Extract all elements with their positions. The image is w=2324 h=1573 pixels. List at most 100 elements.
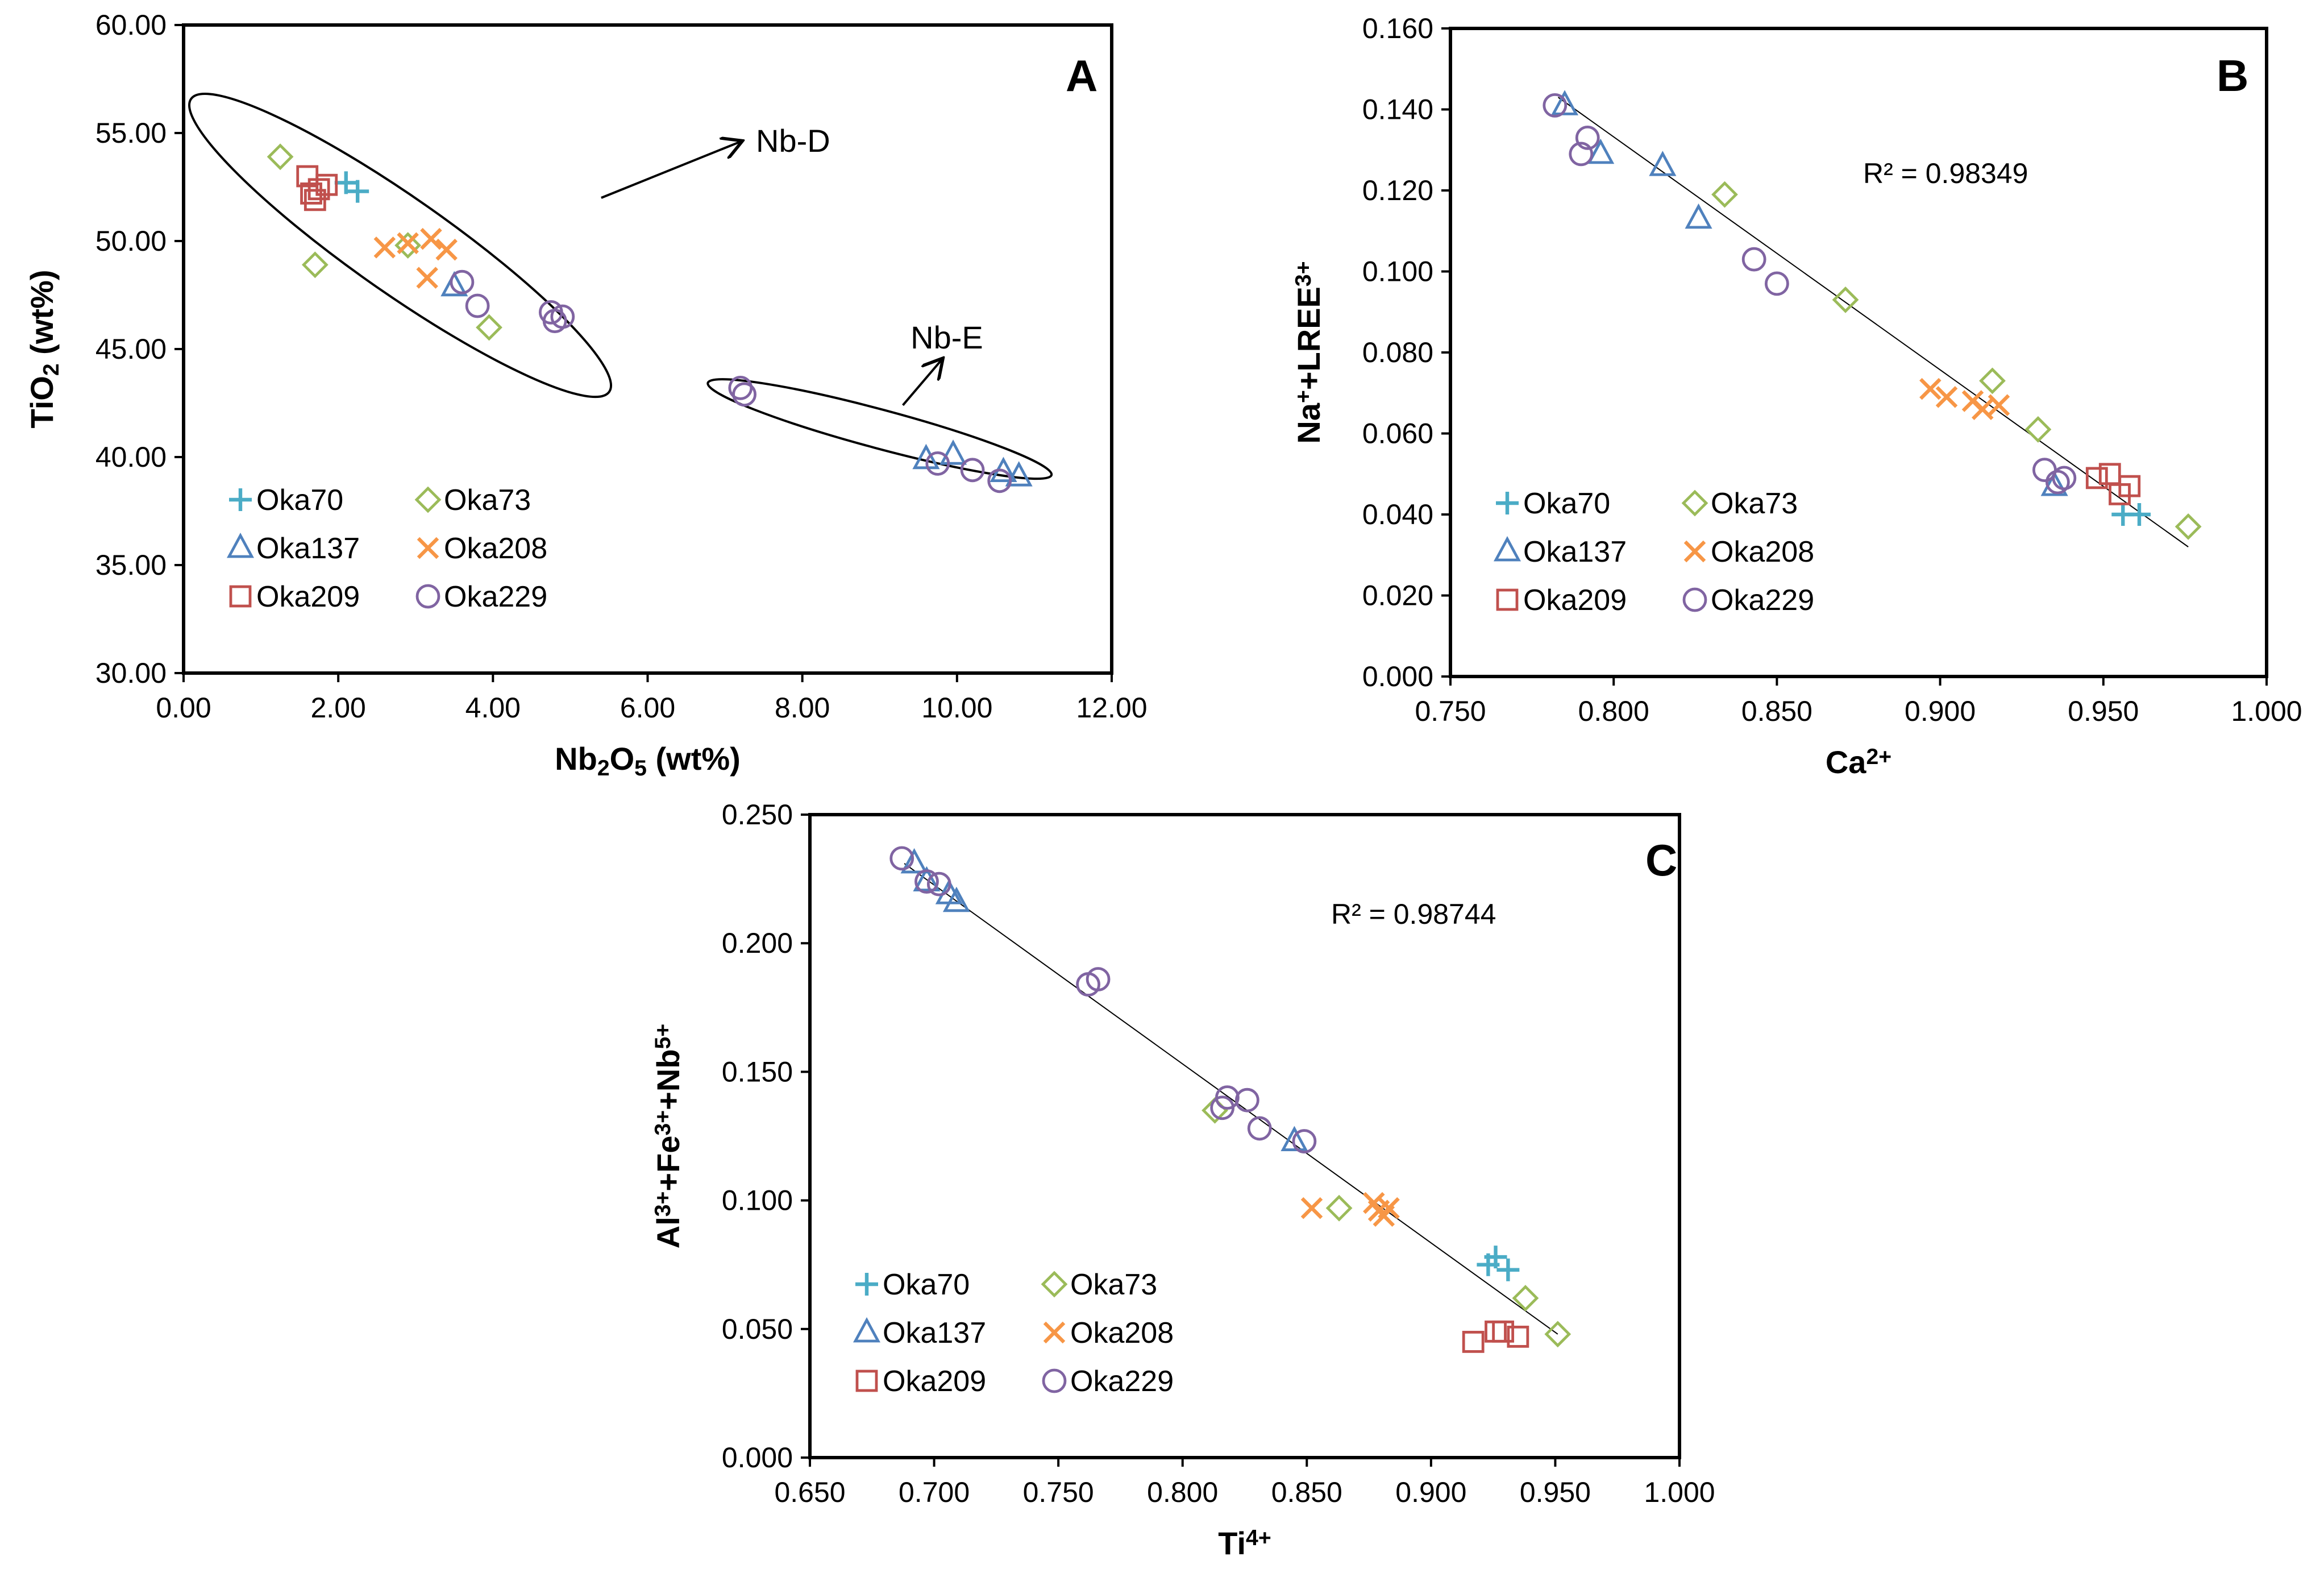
data-point-oka229 (450, 269, 475, 294)
y-tick-label: 30.00 (95, 657, 167, 689)
data-point-oka229 (732, 382, 757, 407)
data-point-oka209 (2118, 475, 2141, 497)
x-tick-label: 0.900 (1905, 695, 1976, 727)
data-point-oka73 (394, 232, 422, 259)
data-point-oka73 (2024, 416, 2052, 443)
x-tick-label: 0.850 (1271, 1476, 1342, 1508)
x-axis-title: Nb2O5 (wt%) (555, 741, 741, 781)
data-point-oka70 (346, 180, 369, 203)
x-tick-label: 2.00 (311, 692, 366, 724)
plot-frame (1449, 27, 2268, 678)
y-tick-label: 0.040 (1362, 499, 1433, 530)
data-point-oka208 (1919, 377, 1941, 400)
data-point-oka229 (914, 869, 939, 894)
data-point-oka70 (1496, 1258, 1520, 1281)
legend-marker-oka70 (1496, 492, 1519, 514)
data-point-oka137 (440, 271, 468, 297)
x-tick-label: 1.000 (1644, 1476, 1715, 1508)
data-point-oka137 (2040, 471, 2068, 496)
data-point-oka229 (1569, 142, 1594, 167)
legend-marker-oka209 (1496, 588, 1519, 611)
panel-label: A (1066, 51, 1097, 101)
panel-C: 0.650 0.700 0.750 0.800 0.850 0.900 0.950 1.000… (650, 799, 1715, 1561)
group-ellipse (706, 378, 1053, 480)
x-tick-label: 0.750 (1415, 695, 1486, 727)
data-point-oka73 (301, 251, 329, 279)
y-axis-title: TiO2 (wt%) (24, 270, 64, 429)
x-tick-label: 0.950 (1520, 1476, 1591, 1508)
trendline (1557, 97, 2189, 547)
legend-marker-oka137 (226, 532, 255, 558)
data-point-oka229 (926, 871, 951, 897)
y-tick-label: 0.080 (1362, 337, 1433, 368)
x-tick-label: 10.00 (921, 692, 992, 724)
data-point-oka229 (1575, 125, 1600, 150)
legend-label: Oka229 (444, 580, 547, 613)
y-tick-label: 0.120 (1362, 175, 1433, 206)
legend-marker-oka229 (415, 584, 440, 609)
legend-marker-oka73 (1681, 489, 1708, 517)
legend-label: Oka73 (444, 484, 531, 517)
x-tick-label: 4.00 (465, 692, 521, 724)
data-point-oka208 (1378, 1197, 1400, 1219)
x-tick-label: 0.800 (1147, 1476, 1218, 1508)
data-point-oka229 (1292, 1129, 1317, 1153)
data-point-oka70 (334, 171, 357, 194)
legend-marker-oka73 (1041, 1271, 1068, 1298)
data-point-oka137 (939, 439, 967, 465)
legend-marker-oka137 (853, 1317, 881, 1343)
data-point-oka208 (416, 267, 438, 289)
legend-label: Oka208 (1711, 536, 1814, 568)
data-point-oka208 (1300, 1197, 1323, 1219)
data-point-oka137 (900, 848, 928, 874)
data-point-oka209 (2085, 467, 2108, 489)
y-tick-label: 40.00 (95, 441, 167, 473)
legend-marker-oka209 (229, 585, 252, 608)
data-point-oka229 (1086, 967, 1111, 991)
data-point-oka229 (550, 304, 575, 329)
legend-label: Oka137 (1523, 536, 1627, 568)
data-point-oka209 (300, 182, 322, 205)
legend-label: Oka209 (1523, 584, 1627, 617)
legend-marker-oka70 (229, 488, 252, 511)
panel-B: 0.750 0.800 0.850 0.900 0.950 1.000 0.000 0.020… (1291, 13, 2302, 780)
legend-marker-oka208 (1043, 1321, 1066, 1344)
data-point-oka229 (1234, 1088, 1259, 1113)
x-tick-label: 0.00 (156, 692, 211, 724)
data-point-oka229 (1741, 247, 1766, 272)
y-tick-label: 0.100 (1362, 256, 1433, 288)
panel-label: C (1645, 835, 1677, 885)
data-point-oka229 (1543, 93, 1568, 118)
legend-label: Oka209 (256, 580, 360, 613)
x-tick-label: 0.700 (899, 1476, 970, 1508)
data-point-oka209 (304, 189, 326, 211)
y-tick-label: 35.00 (95, 549, 167, 581)
data-point-oka208 (397, 232, 419, 255)
legend-label: Oka137 (256, 532, 360, 565)
y-tick-label: 0.100 (722, 1185, 793, 1217)
y-tick-label: 0.000 (722, 1442, 793, 1474)
data-point-oka73 (1979, 367, 2006, 395)
data-point-oka208 (1972, 398, 1994, 421)
y-tick-label: 45.00 (95, 333, 167, 365)
data-point-oka70 (1484, 1246, 1507, 1269)
legend-label: Oka70 (1523, 487, 1610, 520)
legend-label: Oka137 (883, 1317, 986, 1350)
legend-label: Oka70 (883, 1268, 970, 1301)
data-point-oka73 (1512, 1285, 1539, 1311)
data-point-oka73 (1832, 286, 1859, 313)
group-ellipse (188, 93, 613, 399)
legend-marker-oka73 (414, 486, 442, 513)
x-tick-label: 0.800 (1578, 695, 1649, 727)
y-tick-label: 50.00 (95, 225, 167, 257)
annotation-arrow (902, 360, 942, 406)
data-point-oka229 (889, 846, 914, 871)
x-tick-label: 1.000 (2231, 695, 2302, 727)
data-point-oka70 (2127, 503, 2151, 526)
x-tick-label: 0.900 (1395, 1476, 1466, 1508)
data-point-oka208 (435, 238, 458, 261)
data-point-oka229 (960, 458, 985, 483)
annotation-label: Nb-E (911, 319, 983, 355)
plot-frame (808, 813, 1681, 1459)
data-point-oka137 (1005, 461, 1033, 487)
